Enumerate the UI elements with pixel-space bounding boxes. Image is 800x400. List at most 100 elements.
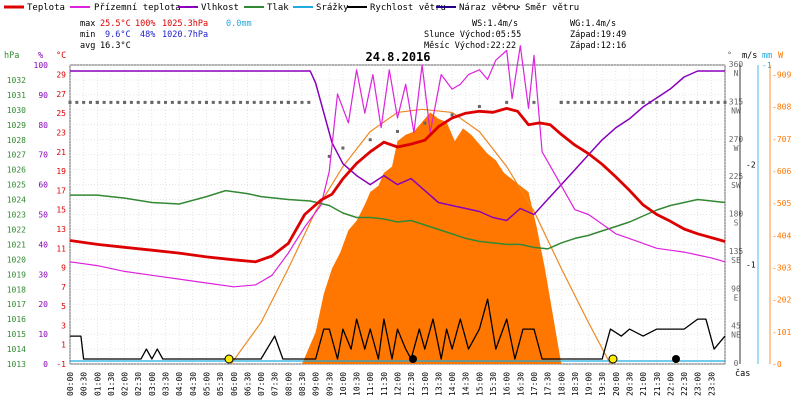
unit-wm2: W	[778, 51, 784, 61]
tick-label-temperature: 21	[56, 148, 66, 157]
wind-direction-point	[634, 100, 638, 104]
x-tick-label: 05:00	[202, 372, 211, 396]
x-tick-label: 14:00	[448, 372, 457, 396]
tick-label-direction-cardinal: NW	[731, 106, 741, 115]
tick-label-humidity: 100	[34, 61, 49, 70]
x-tick-label: 23:00	[694, 372, 703, 396]
wind-direction-point	[102, 100, 106, 104]
x-tick-label: 10:30	[353, 372, 362, 396]
wind-direction-point	[566, 100, 570, 104]
wind-direction-point	[573, 100, 577, 104]
x-tick-label: 12:00	[394, 372, 403, 396]
x-tick-label: 15:00	[475, 372, 484, 396]
x-axis: 00:00 00:30 01:00 01:30 02:00 02:30 03:00 03:30…	[66, 372, 716, 396]
wind-direction-point	[477, 105, 481, 109]
x-tick-label: 08:30	[298, 372, 307, 396]
tick-label-direction-cardinal: E	[734, 293, 739, 302]
x-tick-label: 11:00	[366, 372, 375, 396]
x-tick-label: 19:30	[598, 372, 607, 396]
tick-label-direction-cardinal: NE	[731, 331, 741, 340]
tick-label-solar: -909	[772, 71, 791, 80]
legend-item-tlak: Tlak	[244, 3, 289, 13]
wind-direction-point	[273, 100, 277, 104]
stats-avg-temp: 16.3°C	[100, 41, 131, 51]
info-moon-rise: Měsíc Východ:22:22	[424, 41, 516, 51]
wind-direction-point	[696, 100, 700, 104]
x-tick-label: 18:00	[557, 372, 566, 396]
tick-label-humidity: 80	[38, 121, 48, 130]
x-tick-label: 09:00	[312, 372, 321, 396]
tick-label-direction: 225	[729, 172, 744, 181]
x-tick-label: 02:30	[134, 372, 143, 396]
x-tick-label: 01:30	[107, 372, 116, 396]
legend-label: Vlhkost	[201, 3, 239, 13]
tick-label-direction: 90	[731, 284, 741, 293]
wind-direction-point	[75, 100, 79, 104]
tick-label-temperature: 13	[56, 225, 66, 234]
wind-direction-point	[505, 100, 509, 104]
wind-direction-point	[164, 100, 168, 104]
tick-label-temperature: -1	[56, 360, 66, 369]
wind-direction-point	[225, 100, 229, 104]
x-tick-label: 22:30	[680, 372, 689, 396]
tick-label-pressure: 1018	[7, 285, 26, 294]
wind-direction-point	[191, 100, 195, 104]
x-tick-label: 14:30	[462, 372, 471, 396]
tick-label-pressure: 1013	[7, 360, 26, 369]
tick-label-temperature: 11	[56, 244, 66, 253]
x-tick-label: 09:30	[325, 372, 334, 396]
wind-direction-point	[703, 100, 707, 104]
tick-label-humidity: 20	[38, 300, 48, 309]
x-tick-label: 00:30	[80, 372, 89, 396]
tick-label-pressure: 1022	[7, 225, 26, 234]
tick-label-pressure: 1015	[7, 330, 26, 339]
tick-label-direction: 45	[731, 322, 741, 331]
wind-direction-point	[532, 100, 536, 104]
wind-direction-point	[143, 100, 147, 104]
stats-max-press: 1025.3hPa	[162, 19, 208, 29]
stats-min-press: 1020.7hPa	[162, 30, 208, 40]
wind-direction-point	[689, 100, 693, 104]
unit-pct: %	[38, 51, 43, 61]
wind-direction-point	[286, 100, 290, 104]
wind-direction-point	[95, 100, 99, 104]
tick-label-solar: -707	[772, 135, 791, 144]
solar-radiation-area	[302, 112, 562, 365]
wind-direction-point	[109, 100, 113, 104]
tick-label-pressure: 1031	[7, 91, 26, 100]
wind-direction-point	[600, 100, 604, 104]
legend-label: Rychlost větru	[370, 3, 446, 13]
x-tick-label: 05:30	[216, 372, 225, 396]
wind-direction-point	[204, 100, 208, 104]
sunrise-icon	[224, 354, 234, 364]
tick-label-temperature: 17	[56, 186, 66, 195]
x-tick-label: 15:30	[489, 372, 498, 396]
unit-ms: m/s	[742, 51, 757, 61]
info-wg: WG:1.4m/s	[570, 19, 616, 29]
wind-direction-point	[668, 100, 672, 104]
tick-label-pressure: 1026	[7, 166, 26, 175]
tick-label-direction: 360	[729, 60, 744, 69]
x-tick-label: 18:30	[571, 372, 580, 396]
tick-label-pressure: 1014	[7, 345, 26, 354]
wind-direction-point	[245, 100, 249, 104]
chart-title: 24.8.2016	[365, 50, 430, 64]
x-tick-label: 16:00	[503, 372, 512, 396]
wind-direction-point	[252, 100, 256, 104]
wind-direction-point	[259, 100, 263, 104]
legend-item-rychlost-vetru: Rychlost větru	[347, 3, 446, 13]
wind-direction-point	[293, 100, 297, 104]
x-tick-label: 10:00	[339, 372, 348, 396]
tick-label-humidity: 50	[38, 211, 48, 220]
wind-direction-point	[327, 154, 331, 158]
x-tick-label: 11:30	[380, 372, 389, 396]
tick-label-humidity: 90	[38, 91, 48, 100]
moonrise-icon	[672, 355, 680, 363]
tick-label-temperature: 7	[61, 283, 66, 292]
tick-label-solar: -404	[772, 231, 791, 240]
x-tick-label: 06:00	[230, 372, 239, 396]
legend-label: Přízemní teplota	[94, 3, 181, 13]
info-ws: WS:1.4m/s	[472, 19, 518, 29]
tick-label-rain: -1	[762, 61, 772, 70]
tick-label-humidity: 0	[43, 360, 48, 369]
